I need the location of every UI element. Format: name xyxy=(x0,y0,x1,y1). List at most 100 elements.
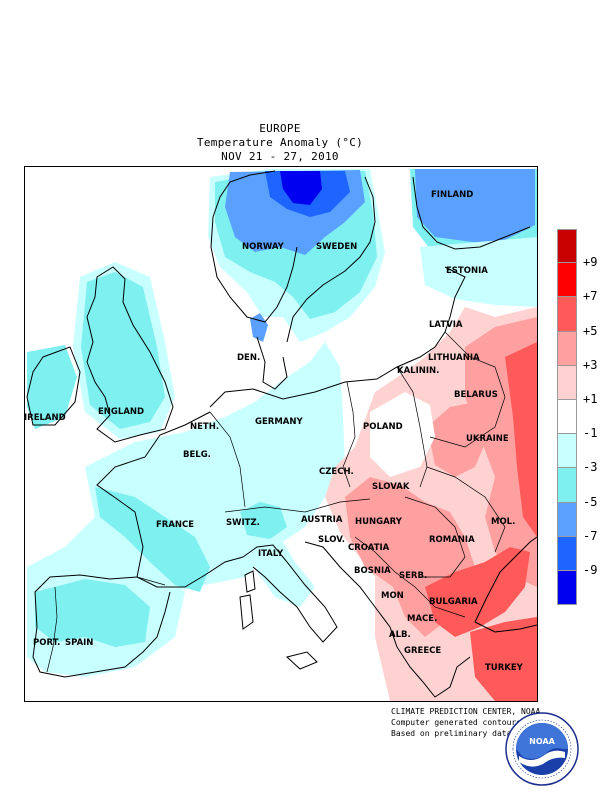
label-slovakia: SLOVAK xyxy=(372,482,410,492)
coast-finland xyxy=(412,176,531,250)
label-bulgaria: BULGARIA xyxy=(429,597,478,607)
contour-bulgaria-w5 xyxy=(425,547,530,637)
legend-tick-label: -3 xyxy=(583,460,598,475)
legend-swatch xyxy=(557,331,577,366)
title-variable: Temperature Anomaly (°C) xyxy=(196,136,364,149)
border-poland-east xyxy=(396,366,428,488)
anomaly-map-svg: FINLAND NORWAY SWEDEN ESTONIA LATVIA LIT… xyxy=(25,169,537,701)
contour-ukraine-w5 xyxy=(505,342,537,537)
credit-line-1: CLIMATE PREDICTION CENTER, NOAA xyxy=(391,707,541,716)
border-france-spain xyxy=(136,576,166,586)
contour-turkey-w5 xyxy=(470,617,537,701)
label-poland: POLAND xyxy=(363,422,403,432)
label-ukraine: UKRAINE xyxy=(466,434,509,444)
coast-britain xyxy=(86,266,174,443)
legend-tick-label: +3 xyxy=(583,357,598,372)
label-hungary: HUNGARY xyxy=(355,517,403,527)
credit-line-2: Computer generated contours xyxy=(391,718,522,727)
legend-swatch xyxy=(557,570,577,606)
label-england: ENGLAND xyxy=(98,407,144,417)
label-bosnia: BOSNIA xyxy=(354,566,391,576)
label-denmark: DEN. xyxy=(237,353,260,363)
border-france-germany xyxy=(209,411,246,508)
label-switzerland: SWITZ. xyxy=(226,518,260,528)
color-legend xyxy=(557,229,577,606)
border-ukraine-south xyxy=(426,466,506,553)
contour-scandinavia-c10 xyxy=(280,171,322,205)
coast-italy xyxy=(242,544,338,643)
coast-sweden xyxy=(286,176,376,343)
border-germany-poland xyxy=(342,381,356,488)
noaa-logo-icon: NOAA xyxy=(505,712,579,786)
country-borders xyxy=(46,331,506,673)
contour-finland-c7 xyxy=(415,169,535,245)
border-balkans xyxy=(354,536,466,618)
credits: CLIMATE PREDICTION CENTER, NOAA Computer… xyxy=(391,706,540,739)
title-region: EUROPE xyxy=(259,122,301,135)
legend-tick-label: -1 xyxy=(583,426,598,441)
legend-swatch xyxy=(557,263,577,298)
legend-tick-label: -7 xyxy=(583,528,598,543)
coast-denmark xyxy=(256,336,288,390)
label-lithuania: LITHUANIA xyxy=(428,353,480,363)
coast-north-sea xyxy=(209,378,378,408)
label-kalinin: KALININ. xyxy=(397,366,439,376)
contour-iberia-c5 xyxy=(35,579,150,647)
label-serbia: SERB. xyxy=(399,571,427,581)
contour-baltic-c3 xyxy=(420,237,537,307)
legend-tick-label: +1 xyxy=(583,392,598,406)
coast-france xyxy=(96,411,244,588)
legend-swatch xyxy=(557,434,577,469)
contour-ireland-c5 xyxy=(27,345,77,429)
label-spain: SPAIN xyxy=(65,638,93,648)
legend-swatch xyxy=(557,229,577,264)
label-croatia: CROATIA xyxy=(348,543,390,553)
legend-tick-label: -9 xyxy=(583,563,598,577)
label-slovenia: SLOV. xyxy=(318,535,345,545)
border-belarus xyxy=(429,331,506,448)
label-moldova: MOL. xyxy=(491,517,515,527)
contour-alps-c5 xyxy=(240,502,287,539)
label-estonia: ESTONIA xyxy=(446,266,488,276)
coast-sardinia xyxy=(239,594,254,630)
label-greece: GREECE xyxy=(404,646,441,656)
label-macedonia: MACE. xyxy=(407,614,437,624)
anomaly-map: FINLAND NORWAY SWEDEN ESTONIA LATVIA LIT… xyxy=(24,166,538,702)
contour-france-c5 xyxy=(95,487,210,592)
border-portugal xyxy=(46,586,58,673)
label-germany: GERMANY xyxy=(255,417,303,427)
contour-southnorway-c7 xyxy=(250,313,268,342)
anomaly-fill xyxy=(27,169,537,701)
coast-norway xyxy=(210,170,298,323)
coast-greece xyxy=(396,646,471,698)
label-netherlands: NETH. xyxy=(190,422,219,432)
coast-blacksea xyxy=(474,536,537,633)
label-finland: FINLAND xyxy=(431,190,473,200)
border-alps xyxy=(224,498,371,513)
label-latvia: LATVIA xyxy=(429,320,463,330)
credit-line-3: Based on preliminary data xyxy=(391,729,512,738)
coast-sicily xyxy=(285,651,318,670)
label-ireland: IRELAND xyxy=(25,413,66,423)
label-romania: ROMANIA xyxy=(429,535,475,545)
label-czech: CZECH. xyxy=(319,467,354,477)
legend-swatch xyxy=(557,502,577,537)
legend-tick-label: +7 xyxy=(583,289,598,304)
coastlines xyxy=(26,170,537,698)
legend-swatch xyxy=(557,468,577,503)
legend-tick-label: +5 xyxy=(583,323,598,338)
legend-swatch xyxy=(557,365,577,400)
contour-britain-c5 xyxy=(81,272,165,429)
legend-swatch xyxy=(557,297,577,332)
coast-ireland xyxy=(26,346,81,426)
logo-text: NOAA xyxy=(529,737,555,746)
legend-tick-label: -5 xyxy=(583,494,598,509)
legend-swatch xyxy=(557,399,577,435)
label-albania: ALB. xyxy=(389,630,411,640)
contour-italy-c3 xyxy=(250,537,315,607)
label-belgium: BELG. xyxy=(183,450,211,460)
label-portugal: PORT. xyxy=(33,638,60,648)
label-norway: NORWAY xyxy=(242,242,285,252)
label-turkey: TURKEY xyxy=(485,663,524,673)
border-romania xyxy=(404,496,466,578)
